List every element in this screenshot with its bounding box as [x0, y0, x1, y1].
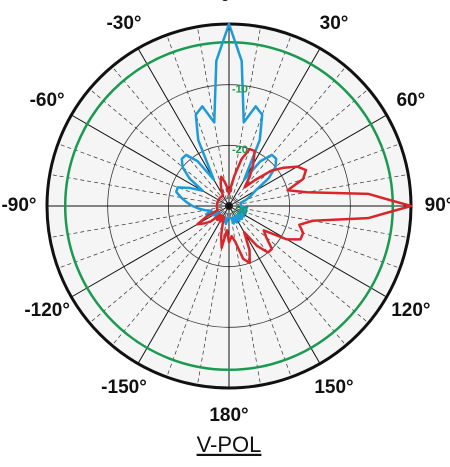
angle-label: 90° [425, 195, 450, 216]
r-tick-label: -20 [232, 144, 248, 156]
angle-label: -120° [24, 300, 70, 321]
r-tick-label: -10 [232, 84, 248, 96]
minor-grid [228, 143, 401, 207]
grid-spoke [228, 205, 387, 298]
minor-grid [166, 205, 230, 378]
minor-grid [228, 205, 409, 238]
minor-grid [228, 174, 409, 207]
minor-grid [228, 66, 347, 207]
angle-label: 180° [209, 405, 248, 426]
minor-grid [197, 26, 230, 207]
minor-grid [228, 205, 369, 324]
angle-label: 60° [396, 90, 425, 111]
angle-label: -60° [30, 90, 65, 111]
angle-label: -30° [106, 13, 141, 34]
pattern-line [196, 147, 413, 265]
minor-grid [228, 205, 261, 386]
minor-grid [111, 66, 230, 207]
angle-label: -150° [101, 377, 147, 398]
minor-grid [228, 205, 347, 346]
grid-spoke [137, 205, 230, 364]
angle-label: 30° [320, 13, 349, 34]
minor-grid [111, 205, 230, 346]
angle-label: 0° [220, 0, 238, 6]
minor-grid [228, 205, 292, 378]
minor-grid [228, 34, 292, 207]
angle-label: 120° [391, 300, 430, 321]
pattern-line [175, 22, 278, 226]
minor-grid [57, 205, 230, 269]
minor-grid [228, 88, 369, 207]
minor-grid [197, 205, 230, 386]
minor-grid [49, 205, 230, 238]
angle-label: -90° [1, 195, 36, 216]
chart-title: V-POL [197, 432, 262, 457]
minor-grid [57, 143, 230, 207]
minor-grid [49, 174, 230, 207]
minor-grid [228, 205, 401, 269]
minor-grid [89, 88, 230, 207]
angle-label: 150° [314, 377, 353, 398]
reference-ring [63, 40, 395, 372]
r-tick-label: -30 [232, 205, 248, 217]
minor-grid [89, 205, 230, 324]
minor-grid [166, 34, 230, 207]
